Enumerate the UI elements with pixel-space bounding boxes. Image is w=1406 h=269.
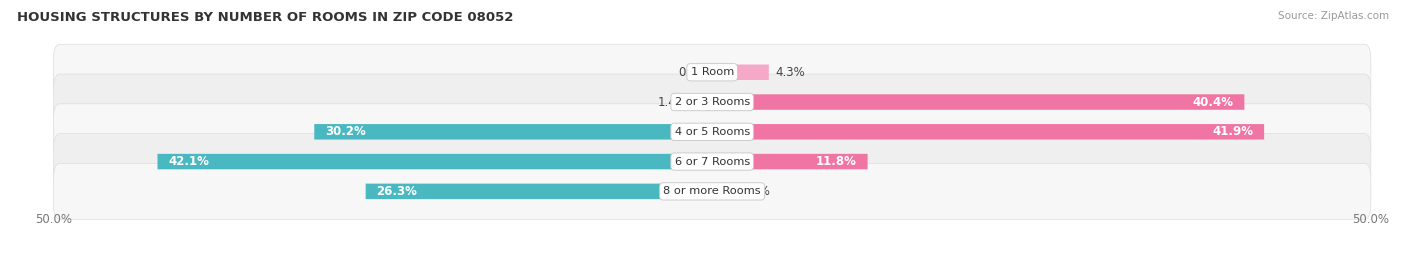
FancyBboxPatch shape <box>713 65 769 80</box>
Text: 30.2%: 30.2% <box>325 125 366 138</box>
FancyBboxPatch shape <box>53 104 1371 160</box>
Text: 1.7%: 1.7% <box>741 185 770 198</box>
FancyBboxPatch shape <box>366 184 713 199</box>
FancyBboxPatch shape <box>53 44 1371 100</box>
Text: HOUSING STRUCTURES BY NUMBER OF ROOMS IN ZIP CODE 08052: HOUSING STRUCTURES BY NUMBER OF ROOMS IN… <box>17 11 513 24</box>
FancyBboxPatch shape <box>53 134 1371 190</box>
FancyBboxPatch shape <box>315 124 713 140</box>
FancyBboxPatch shape <box>157 154 713 169</box>
Text: 26.3%: 26.3% <box>377 185 418 198</box>
FancyBboxPatch shape <box>713 124 1264 140</box>
Text: 2 or 3 Rooms: 2 or 3 Rooms <box>675 97 749 107</box>
Text: Source: ZipAtlas.com: Source: ZipAtlas.com <box>1278 11 1389 21</box>
Text: 11.8%: 11.8% <box>815 155 858 168</box>
Text: 42.1%: 42.1% <box>169 155 209 168</box>
Text: 8 or more Rooms: 8 or more Rooms <box>664 186 761 196</box>
FancyBboxPatch shape <box>693 94 713 110</box>
Text: 40.4%: 40.4% <box>1192 95 1234 108</box>
Text: 1 Room: 1 Room <box>690 67 734 77</box>
Text: 4.3%: 4.3% <box>775 66 806 79</box>
Text: 4 or 5 Rooms: 4 or 5 Rooms <box>675 127 749 137</box>
FancyBboxPatch shape <box>713 184 734 199</box>
Text: 1.4%: 1.4% <box>657 95 688 108</box>
FancyBboxPatch shape <box>713 154 868 169</box>
Text: 0.0%: 0.0% <box>679 66 709 79</box>
FancyBboxPatch shape <box>53 163 1371 219</box>
Text: 41.9%: 41.9% <box>1212 125 1254 138</box>
FancyBboxPatch shape <box>53 74 1371 130</box>
FancyBboxPatch shape <box>713 94 1244 110</box>
Text: 6 or 7 Rooms: 6 or 7 Rooms <box>675 157 749 167</box>
